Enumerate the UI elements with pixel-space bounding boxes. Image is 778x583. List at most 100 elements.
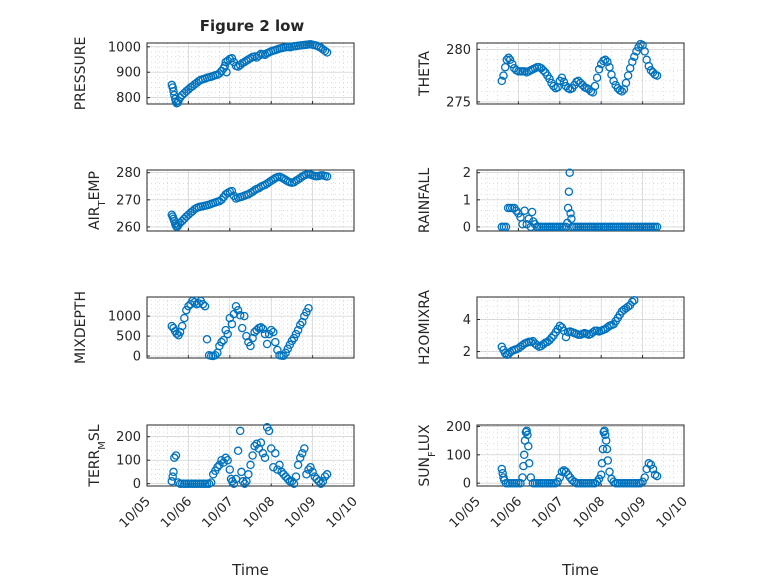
data-point — [322, 172, 332, 181]
data-point — [636, 478, 645, 488]
data-point — [640, 473, 649, 482]
y-axis-label-theta: THETA — [417, 51, 433, 97]
data-point — [545, 336, 554, 345]
data-point — [271, 448, 280, 458]
data-point — [621, 78, 631, 88]
data-point — [293, 325, 303, 335]
data-point — [555, 473, 565, 482]
axes-box-mixdepth — [146, 296, 355, 359]
data-point — [592, 73, 602, 82]
data-point — [223, 455, 232, 465]
data-point — [248, 451, 257, 460]
data-point — [518, 473, 527, 482]
data-point — [240, 479, 249, 488]
data-point — [206, 478, 216, 487]
data-point — [320, 472, 330, 481]
y-tick-label: 2 — [463, 345, 471, 360]
data-point — [561, 222, 571, 232]
y-axis-label-h2omixra: H2OMIXRA — [417, 290, 433, 365]
data-point — [281, 348, 290, 358]
data-point — [644, 459, 654, 468]
y-tick-label: 200 — [446, 420, 471, 435]
data-point — [524, 442, 533, 451]
data-point — [223, 56, 232, 66]
data-point — [598, 444, 608, 454]
y-axis-label-mixdepth: MIXDEPTH — [73, 291, 89, 364]
data-point — [227, 319, 237, 329]
data-point — [318, 477, 328, 486]
data-point — [219, 458, 228, 467]
data-point — [222, 67, 231, 77]
y-tick-label: 800 — [116, 91, 141, 106]
data-point — [168, 83, 177, 92]
subplot-rainfall: 0 1 2 RAINFALL — [417, 166, 685, 235]
data-point — [501, 222, 511, 232]
data-point — [219, 335, 228, 345]
y-tick-label: 900 — [116, 66, 141, 81]
data-point — [322, 470, 332, 479]
data-point — [502, 55, 512, 65]
data-point — [605, 62, 614, 72]
data-point — [235, 426, 245, 436]
y-axis-label-terr-msl: TERRMSL — [87, 424, 108, 487]
data-point — [279, 174, 288, 183]
data-point — [233, 446, 243, 456]
data-point — [202, 335, 212, 344]
data-point — [642, 464, 651, 474]
subplot-pressure: 800 900 1000 PRESSURE — [73, 37, 355, 110]
y-tick-label: 280 — [116, 166, 141, 181]
data-point — [260, 453, 270, 463]
data-point — [652, 71, 662, 80]
y-tick-label: 200 — [116, 430, 141, 445]
data-point — [566, 209, 575, 218]
data-point — [499, 71, 508, 80]
data-point — [289, 333, 299, 343]
data-point — [215, 460, 224, 470]
data-point — [227, 186, 237, 196]
data-point — [240, 311, 249, 321]
data-point — [557, 73, 567, 82]
data-point — [561, 332, 571, 342]
y-axis-label-sun-flux: SUNFLUX — [417, 424, 438, 487]
axes-frame — [476, 296, 685, 359]
data-point — [237, 323, 247, 333]
data-point — [283, 344, 293, 354]
data-point — [609, 76, 618, 86]
data-point — [594, 474, 604, 484]
data-point — [545, 74, 554, 84]
data-point — [244, 470, 253, 479]
data-point — [526, 473, 536, 482]
data-point — [171, 451, 181, 460]
data-point — [273, 465, 282, 474]
data-point — [246, 341, 255, 351]
data-point — [524, 214, 534, 224]
data-point — [646, 460, 656, 469]
data-point — [638, 477, 647, 486]
data-point — [264, 426, 274, 436]
y-tick-label: 0 — [133, 477, 141, 492]
data-point — [559, 77, 569, 87]
data-point — [252, 325, 261, 335]
data-point — [295, 453, 305, 463]
y-tick-label: 4 — [463, 313, 471, 328]
y-tick-label: 0 — [133, 350, 141, 365]
data-point — [518, 340, 527, 350]
data-point — [524, 459, 534, 468]
data-point — [630, 52, 639, 61]
data-point — [184, 301, 193, 311]
data-point — [217, 337, 226, 347]
data-point — [302, 307, 311, 317]
data-point — [570, 477, 579, 486]
data-point — [250, 186, 259, 195]
data-point — [304, 465, 313, 474]
data-point — [590, 81, 600, 91]
data-point — [223, 329, 232, 339]
y-tick-label: 2 — [463, 166, 471, 181]
axes-frame — [476, 42, 685, 105]
data-point — [271, 337, 280, 347]
axes-box-sun-flux — [476, 424, 685, 487]
data-point — [168, 472, 177, 481]
data-point — [308, 467, 317, 477]
data-point — [588, 328, 598, 337]
